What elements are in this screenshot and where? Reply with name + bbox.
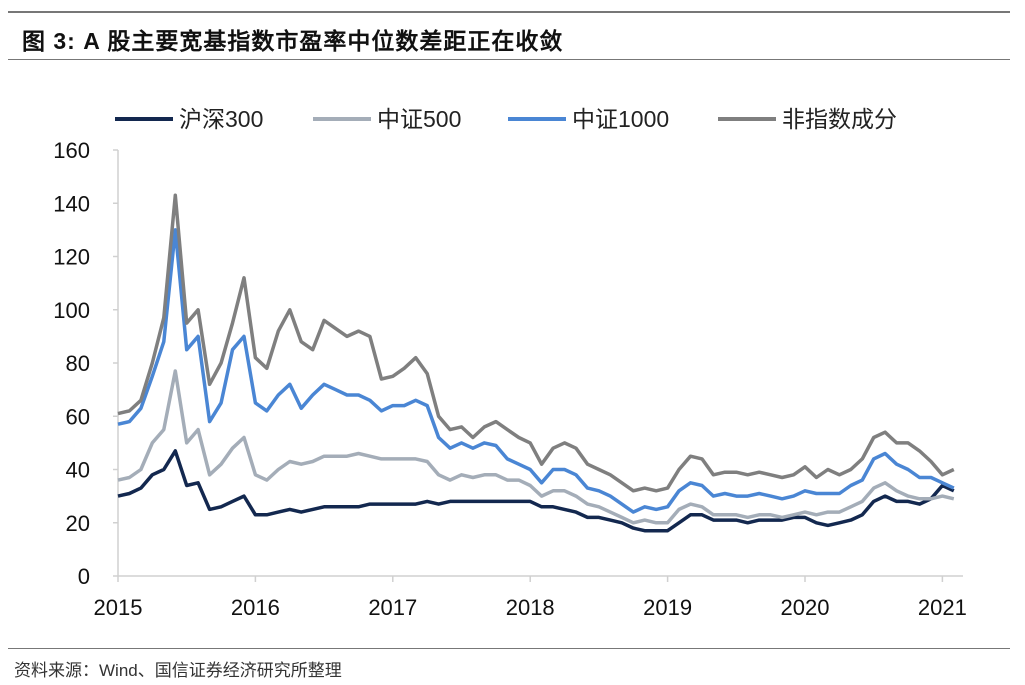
x-tick-label: 2019: [643, 595, 692, 620]
legend: 沪深300 中证500 中证1000 非指数成分: [115, 106, 897, 132]
chart-title: 图 3: A 股主要宽基指数市盈率中位数差距正在收敛: [22, 28, 564, 54]
title-rule: [8, 59, 1010, 60]
y-tick-label: 0: [78, 564, 90, 589]
y-tick-label: 80: [66, 351, 90, 376]
y-tick-label: 140: [53, 191, 90, 216]
y-axis: 0 20 40 60 80 100 120 140 160: [53, 138, 119, 589]
source-rule: [8, 648, 1010, 649]
y-tick-label: 60: [66, 404, 90, 429]
x-tick-label: 2020: [781, 595, 830, 620]
x-tick-label: 2015: [94, 595, 143, 620]
series-line-3: [117, 193, 955, 493]
y-tick-label: 120: [53, 245, 90, 270]
series-lines: [117, 193, 955, 533]
y-tick-label: 20: [66, 511, 90, 536]
legend-item: 中证500: [313, 106, 461, 132]
x-tick-label: 2017: [368, 595, 417, 620]
y-tick-label: 100: [53, 298, 90, 323]
legend-label: 中证1000: [572, 106, 669, 132]
x-tick-label: 2021: [918, 595, 967, 620]
legend-item: 沪深300: [115, 106, 263, 132]
legend-label: 非指数成分: [782, 106, 897, 132]
legend-item: 非指数成分: [718, 106, 897, 132]
top-rule: [8, 11, 1010, 13]
y-tick-label: 40: [66, 458, 90, 483]
x-tick-label: 2018: [506, 595, 555, 620]
legend-label: 沪深300: [179, 106, 263, 132]
series-line-1: [117, 369, 955, 525]
y-tick-label: 160: [53, 138, 90, 163]
legend-label: 中证500: [377, 106, 461, 132]
line-chart: 沪深300 中证500 中证1000 非指数成分 0 20 40 60 80 100 120 140…: [53, 106, 967, 620]
source-note: 资料来源：Wind、国信证券经济研究所整理: [14, 661, 342, 680]
x-tick-label: 2016: [231, 595, 280, 620]
series-line-0: [117, 449, 955, 533]
series-line-2: [117, 228, 955, 514]
x-axis: 2015 2016 2017 2018 2019 2020 2021: [94, 575, 967, 620]
legend-item: 中证1000: [508, 106, 669, 132]
